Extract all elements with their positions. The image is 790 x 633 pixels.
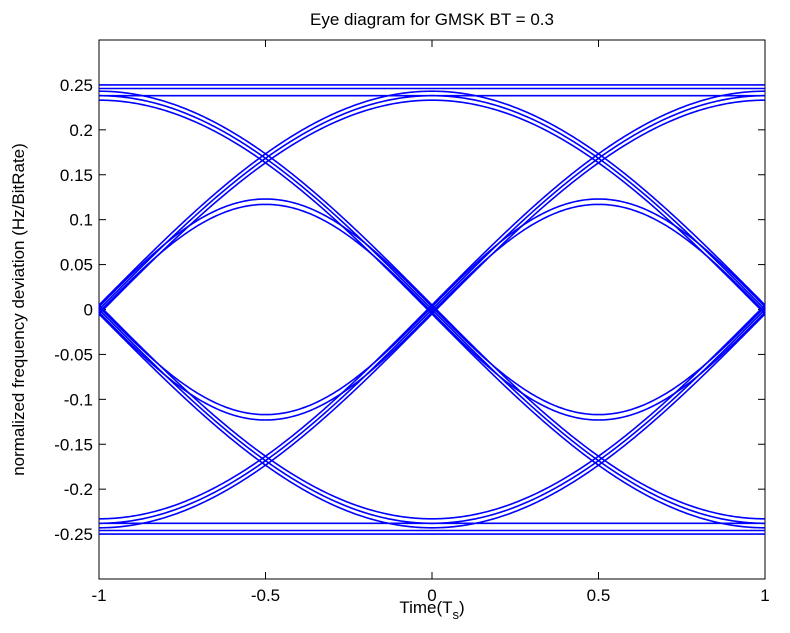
x-tick-label: 0 bbox=[427, 586, 436, 605]
x-tick-label: 1 bbox=[760, 586, 769, 605]
eye-trace bbox=[431, 308, 766, 525]
chart-title: Eye diagram for GMSK BT = 0.3 bbox=[310, 10, 554, 29]
y-tick-label: 0.25 bbox=[60, 76, 93, 95]
x-axis-label: Time(Ts) bbox=[399, 598, 464, 622]
eye-trace bbox=[98, 94, 433, 311]
y-tick-label: -0.2 bbox=[64, 480, 93, 499]
y-tick-label: -0.1 bbox=[64, 390, 93, 409]
eye-trace-inner bbox=[98, 306, 433, 416]
eye-trace bbox=[431, 313, 766, 529]
y-tick-label: -0.25 bbox=[54, 525, 93, 544]
eye-trace-inner bbox=[98, 311, 433, 421]
eye-trace bbox=[98, 308, 433, 525]
y-tick-label: 0.1 bbox=[69, 211, 93, 230]
eye-trace bbox=[98, 90, 433, 306]
eye-trace-inner bbox=[431, 198, 766, 308]
y-tick-label: 0.05 bbox=[60, 256, 93, 275]
eye-trace bbox=[431, 94, 766, 311]
y-axis-label: normalized frequency deviation (Hz/BitRa… bbox=[9, 143, 28, 476]
eye-trace-inner bbox=[431, 311, 766, 421]
eye-trace bbox=[98, 313, 433, 529]
y-tick-label: 0.15 bbox=[60, 166, 93, 185]
y-tick-label: 0 bbox=[84, 301, 93, 320]
eye-trace-inner bbox=[98, 198, 433, 308]
eye-trace bbox=[431, 90, 766, 306]
eye-trace-inner bbox=[98, 203, 433, 313]
eye-trace-inner bbox=[431, 306, 766, 416]
x-tick-label: -0.5 bbox=[251, 586, 280, 605]
eye-trace-inner bbox=[431, 203, 766, 313]
x-tick-label: 0.5 bbox=[587, 586, 611, 605]
y-tick-label: -0.15 bbox=[54, 435, 93, 454]
x-tick-label: -1 bbox=[91, 586, 106, 605]
y-tick-label: 0.2 bbox=[69, 121, 93, 140]
y-tick-label: -0.05 bbox=[54, 345, 93, 364]
